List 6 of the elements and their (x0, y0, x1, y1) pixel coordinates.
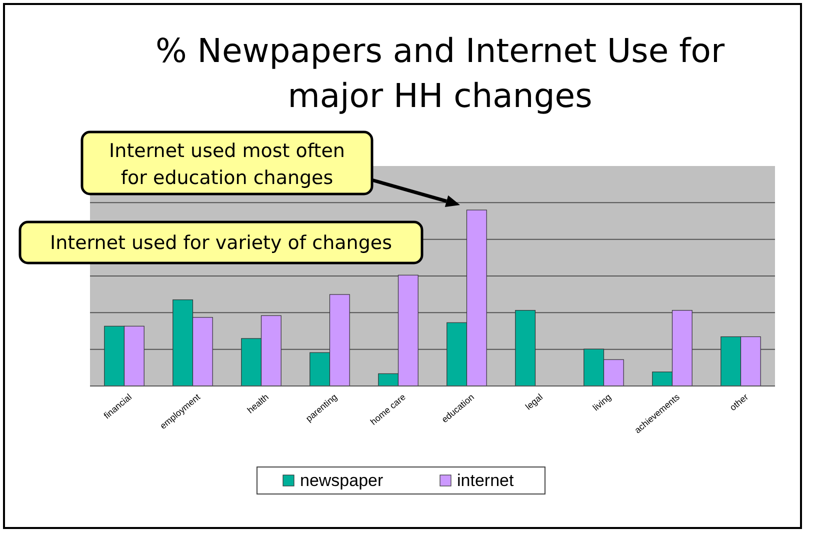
legend-label: internet (457, 471, 514, 490)
chart-title: % Newpapers and Internet Use for major HH changes (155, 31, 725, 115)
legend-label: newspaper (300, 471, 384, 490)
annotation: Internet used for variety of changes (50, 232, 392, 254)
bar (515, 310, 536, 386)
text: Internet used most often for education changes (109, 140, 345, 189)
